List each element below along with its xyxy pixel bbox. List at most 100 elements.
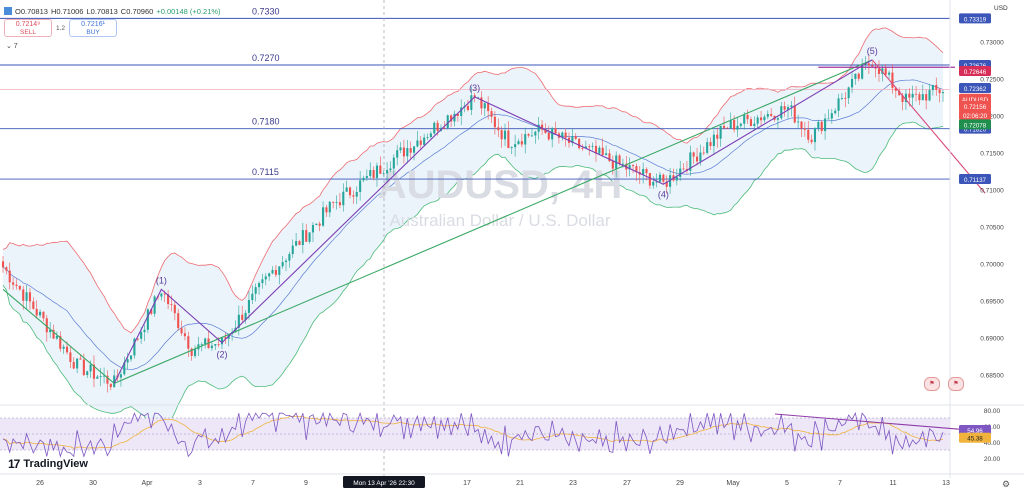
candle: [375, 165, 379, 178]
candle: [436, 122, 439, 131]
low-value: L0.70813: [86, 6, 118, 16]
candle: [389, 168, 392, 171]
candle: [631, 165, 635, 167]
candle: [214, 344, 217, 346]
gear-icon[interactable]: ⚙: [1002, 479, 1011, 489]
candle: [760, 117, 763, 121]
candle: [264, 276, 267, 280]
candle: [55, 335, 58, 339]
price-tick-label: 0.68500: [980, 372, 1004, 379]
candle: [797, 121, 800, 123]
candle: [129, 355, 133, 360]
candle: [635, 166, 638, 173]
candle: [578, 138, 581, 149]
rsi-tick-label: 60.00: [984, 424, 1001, 431]
price-tag-bg: [959, 82, 991, 93]
flag-icon[interactable]: ⚑: [948, 377, 964, 391]
candle: [497, 127, 500, 131]
trendline: [113, 59, 873, 384]
candle: [925, 94, 928, 101]
candle: [665, 181, 668, 187]
candle: [921, 94, 924, 101]
candle: [935, 84, 938, 90]
candle: [5, 267, 8, 271]
candle: [52, 329, 55, 339]
candle: [45, 318, 48, 333]
candle: [483, 103, 486, 109]
candle: [49, 329, 52, 333]
candle: [591, 145, 594, 147]
wave-label: (3): [469, 83, 480, 93]
candle: [136, 338, 139, 340]
candle: [611, 161, 614, 169]
candle: [433, 122, 436, 134]
candle: [254, 287, 257, 294]
indicators-toggle[interactable]: ⌄ 7: [6, 43, 18, 50]
candle: [800, 121, 803, 129]
candle: [325, 207, 328, 213]
candle: [763, 116, 766, 121]
candle: [187, 336, 190, 349]
level-price-tag: 0.73319: [964, 16, 987, 23]
price-tick-label: 0.69500: [980, 298, 1004, 305]
candle: [291, 245, 294, 255]
candle: [914, 93, 918, 95]
candle: [584, 146, 587, 149]
candle: [547, 132, 550, 140]
trendline: [2, 288, 115, 384]
candle: [803, 128, 806, 130]
change-value: +0.00148 (+0.21%): [156, 6, 221, 16]
rsi-value-tag: 54.96: [967, 428, 983, 435]
candle: [322, 207, 325, 226]
time-tick-label: 5: [785, 480, 789, 487]
rsi-ma-tag-bg: [959, 432, 991, 443]
candle: [392, 157, 395, 169]
candle: [328, 201, 331, 213]
candle: [379, 165, 382, 174]
candle: [103, 375, 106, 377]
candle: [551, 128, 554, 140]
level-price-tag: 0.71137: [964, 177, 986, 184]
candle: [423, 137, 426, 145]
tradingview-brand: 17 TradingView: [8, 457, 88, 471]
candle: [32, 301, 35, 309]
candle: [813, 128, 817, 143]
currency-label: USD: [994, 5, 1008, 12]
crosshair-time-label: Mon 13 Apr '26 22:30: [353, 480, 415, 487]
buy-label: BUY: [86, 29, 100, 36]
candle: [598, 147, 601, 154]
candle: [706, 142, 709, 153]
price-tick-label: 0.72000: [980, 113, 1004, 120]
candle: [834, 110, 837, 114]
candle: [608, 153, 611, 162]
candle: [807, 129, 810, 140]
candle: [295, 241, 298, 246]
candle: [79, 358, 82, 360]
candle: [109, 383, 112, 388]
price-tick-label: 0.70000: [980, 261, 1004, 268]
candle: [362, 177, 365, 181]
candle: [237, 314, 240, 328]
candle: [106, 375, 109, 384]
buy-button[interactable]: 0.7216¹ BUY: [69, 19, 118, 37]
elliott-wave-line: [113, 59, 873, 384]
candle: [783, 106, 786, 110]
candle: [210, 345, 213, 349]
candle: [729, 120, 732, 129]
candle: [92, 364, 96, 379]
candle: [446, 115, 449, 128]
level-price-tag-bg: [959, 13, 991, 24]
candle: [143, 329, 146, 333]
candle: [345, 187, 348, 192]
candle: [493, 116, 496, 128]
candle: [810, 139, 813, 143]
candle: [530, 135, 534, 137]
rsi-band-fill: [0, 418, 950, 450]
flag-icon[interactable]: ⚑: [924, 377, 940, 391]
candle: [884, 68, 887, 75]
candle: [642, 168, 645, 175]
candle: [308, 232, 311, 242]
candle: [581, 148, 584, 149]
sell-button[interactable]: 0.7214⁹ SELL: [4, 19, 52, 37]
